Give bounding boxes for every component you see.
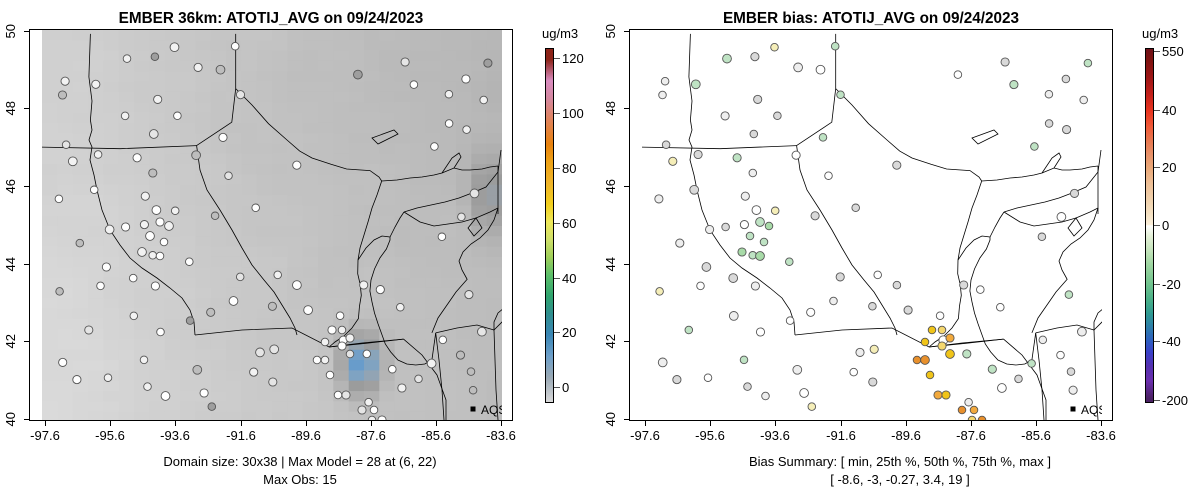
svg-text:AQS: AQS (481, 403, 502, 417)
svg-text:AQS: AQS (1081, 403, 1102, 417)
